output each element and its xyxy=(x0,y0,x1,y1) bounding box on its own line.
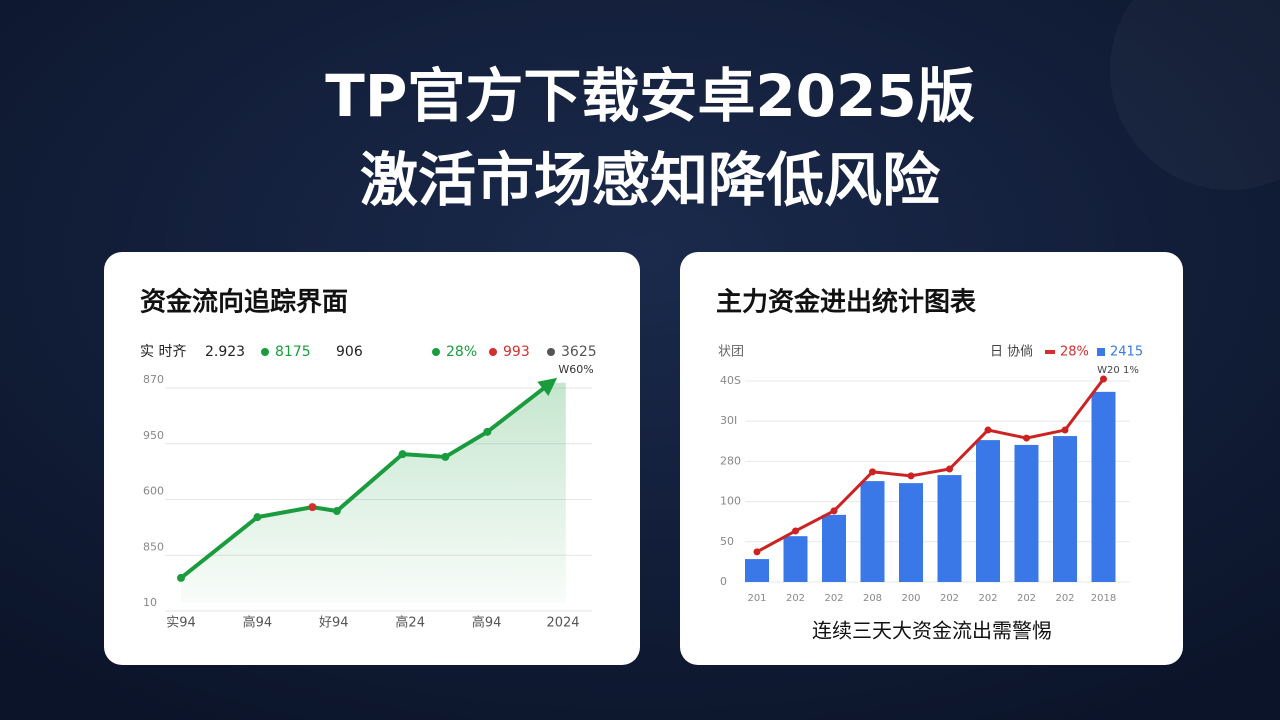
stat: 3625 xyxy=(561,344,597,360)
bar xyxy=(937,475,962,582)
area xyxy=(181,382,566,603)
y-tick-label: 600 xyxy=(143,485,164,498)
stat: 8175 xyxy=(275,344,311,360)
y-tick-label: 870 xyxy=(143,373,164,386)
x-tick-label: 202 xyxy=(1055,593,1074,604)
y-tick-label: 30I xyxy=(720,414,737,427)
y-tick-label: 10 xyxy=(143,596,157,609)
stat: 实 时齐 xyxy=(140,344,186,360)
point xyxy=(984,426,992,434)
x-tick-label: 高94 xyxy=(472,615,502,631)
line xyxy=(756,378,1105,554)
x-tick-label: 202 xyxy=(786,593,805,604)
y-tick-label: 50 xyxy=(720,535,734,548)
y-tick-label: 0 xyxy=(720,575,727,588)
stat: 2.923 xyxy=(205,344,245,360)
point xyxy=(753,548,761,556)
y-tick-label: 40S xyxy=(720,374,741,387)
x-tick-label: 实94 xyxy=(166,616,196,631)
x-tick-label: 202 xyxy=(978,593,997,604)
bar xyxy=(745,559,769,582)
x-tick-label: 208 xyxy=(863,593,882,604)
point xyxy=(1023,434,1030,442)
headline: TP官方下载安卓2025版 xyxy=(325,62,975,130)
point xyxy=(332,507,341,516)
x-tick-label: 2024 xyxy=(546,616,579,631)
arrowhead xyxy=(537,377,558,397)
stat: 2415 xyxy=(1110,345,1143,360)
y-axis-label: 状团 xyxy=(718,345,744,360)
x-tick-label: 202 xyxy=(940,593,959,604)
x-tick-label: 201 xyxy=(747,593,766,604)
y-tick-label: 950 xyxy=(143,429,164,442)
note: 连续三天大资金流出需警惕 xyxy=(812,619,1052,643)
stat: 993 xyxy=(503,344,530,360)
stat-marker xyxy=(1097,348,1105,356)
bar xyxy=(1014,444,1039,582)
card-title: 资金流向追踪界面 xyxy=(140,287,348,318)
stat-marker xyxy=(261,348,269,356)
point xyxy=(1061,426,1069,434)
bar xyxy=(822,514,846,582)
point xyxy=(869,468,876,476)
card-title: 主力资金进出统计图表 xyxy=(716,287,977,318)
x-tick-label: 高24 xyxy=(395,615,425,631)
stat-marker xyxy=(432,348,440,356)
point xyxy=(398,450,407,459)
x-tick-label: 高94 xyxy=(243,615,273,631)
point xyxy=(830,507,838,515)
x-tick-label: 200 xyxy=(901,593,920,604)
bar xyxy=(899,483,923,582)
bar xyxy=(860,481,885,582)
point xyxy=(946,465,953,473)
x-tick-label: 2018 xyxy=(1091,593,1116,604)
stat: 28% xyxy=(1060,345,1089,360)
x-tick-label: 202 xyxy=(824,593,843,604)
stat-marker xyxy=(547,348,555,356)
x-tick-label: 202 xyxy=(1017,593,1036,604)
annotation: W20 1% xyxy=(1097,365,1139,376)
point xyxy=(792,527,799,535)
point xyxy=(177,573,185,582)
bar xyxy=(1091,391,1116,582)
stat: 906 xyxy=(336,344,363,360)
line xyxy=(179,381,552,580)
point xyxy=(441,452,450,461)
stat: 日 协倘 xyxy=(990,345,1033,360)
point xyxy=(308,503,317,512)
bar xyxy=(976,440,1000,582)
point xyxy=(253,513,262,522)
annotation: W60% xyxy=(558,363,593,376)
bar xyxy=(1053,436,1077,582)
stat-marker xyxy=(1045,350,1055,354)
headline: 激活市场感知降低风险 xyxy=(360,146,941,214)
y-tick-label: 100 xyxy=(720,495,741,508)
stat: 28% xyxy=(446,344,477,360)
x-tick-label: 好94 xyxy=(319,616,349,631)
y-tick-label: 850 xyxy=(143,540,164,553)
point xyxy=(1100,375,1107,383)
point xyxy=(483,427,492,436)
y-tick-label: 280 xyxy=(720,454,741,467)
bar xyxy=(783,536,808,582)
stat-marker xyxy=(489,348,497,356)
point xyxy=(907,472,915,480)
